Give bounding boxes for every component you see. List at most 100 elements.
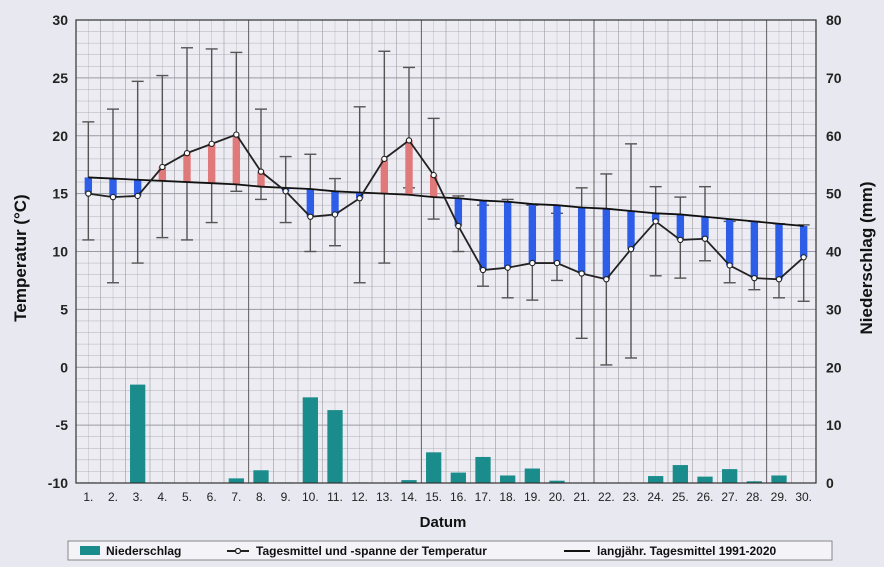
mean-point [257,168,265,175]
x-tick: 16. [450,490,467,504]
anomaly-bar [454,198,463,227]
precip-bar [450,472,466,483]
grid [75,19,817,484]
mean-point [455,222,462,230]
y-ticks-right: 0 10 20 30 40 50 60 70 80 [826,12,842,491]
anomaly-bar [627,210,635,250]
precip-bar [746,481,762,483]
mean-point [109,193,117,201]
anomaly-bar [429,175,438,198]
y-tick-right: 50 [826,186,842,202]
legend-label-mean: Tagesmittel und -spanne der Temperatur [256,544,487,558]
x-tick: 4. [157,490,167,504]
x-tick: 21. [573,490,590,504]
x-axis-title: Datum [420,514,467,531]
mean-point [479,266,487,274]
anomaly-bar [232,134,241,185]
mean-point [183,149,191,157]
x-tick: 8. [256,490,266,504]
x-tick: 14. [401,490,418,504]
y-tick-left: 0 [60,359,68,375]
y-tick-left: 20 [52,128,68,144]
anomaly-bar [775,223,783,280]
anomaly-bar [701,216,709,239]
anomaly-bar [479,200,487,271]
anomaly-bar [207,143,216,184]
anomaly-bar [503,201,512,268]
legend: Niederschlag Tagesmittel und -spanne der… [67,540,833,561]
precip-bar [475,456,491,483]
precip-bar [302,397,318,483]
mean-point [751,274,758,282]
mean-point [85,190,92,197]
x-tick: 10. [302,490,319,504]
x-tick: 5. [182,490,192,504]
precip-bar [672,465,688,483]
mean-point [529,259,536,267]
precip-bar [771,475,787,483]
mean-point [405,137,413,144]
mean-point [652,218,659,225]
x-tick: 27. [721,490,738,504]
x-tick: 2. [108,490,118,504]
mean-point [677,236,684,244]
x-tick: 6. [207,490,217,504]
y-tick-left: -10 [48,475,68,491]
y-axis-title-right: Niederschlag (mm) [857,181,876,334]
mean-point [553,259,561,267]
anomaly-bar [257,171,265,187]
mean-point [282,188,289,195]
anomaly-bar [602,208,611,280]
x-ticks: 1. 2. 3. 4. 5. 6. 7. 8. 9. 10. 11. 12. 13. 14. 15. 16. 1… [83,490,812,504]
precip-bar [228,478,244,483]
precip-bar [648,476,664,483]
legend-box [67,540,833,561]
y-tick-right: 60 [826,128,842,144]
anomaly-bar [380,158,389,194]
y-tick-right: 10 [826,417,842,433]
legend-label-precip: Niederschlag [106,544,181,558]
x-tick: 7. [231,490,241,504]
mean-point [307,213,314,220]
mean-point [208,140,215,148]
x-tick: 17. [475,490,492,504]
mean-point [800,254,807,261]
anomaly-bar [725,219,734,266]
y-tick-right: 40 [826,244,842,260]
anomaly-bar [553,205,561,264]
x-tick: 1. [83,490,93,504]
x-tick: 9. [281,490,291,504]
legend-label-normal: langjähr. Tagesmittel 1991-2020 [597,544,777,558]
precip-bar [401,480,417,483]
anomaly-bar [331,191,339,215]
y-tick-left: 30 [52,12,68,28]
x-tick: 24. [647,490,664,504]
x-tick: 26. [697,490,714,504]
y-tick-right: 0 [826,475,834,491]
mean-point [701,235,709,242]
mean-point [603,276,610,283]
plot-frame [75,19,817,484]
normal-line-group [88,176,804,227]
anomaly-bar [306,188,315,217]
legend-marker-mean [234,547,242,555]
anomaly-bar [84,177,93,194]
axes [75,19,817,484]
mean-point [726,262,733,269]
precip-bar [549,480,565,483]
mean-point [233,131,240,138]
mean-point [356,195,363,202]
anomaly-bar [183,153,191,183]
anomaly-bar [651,213,660,222]
y-tick-left: 15 [52,186,68,202]
x-tick: 19. [524,490,541,504]
y-tick-right: 80 [826,12,842,28]
mean-point [381,155,388,163]
mean-point [504,264,511,271]
x-tick: 28. [746,490,763,504]
anomaly-bar [528,204,537,264]
precip-bar [722,469,738,483]
precip-bar [524,468,540,483]
anomaly-bars [84,134,808,280]
precip-bar [500,475,516,483]
